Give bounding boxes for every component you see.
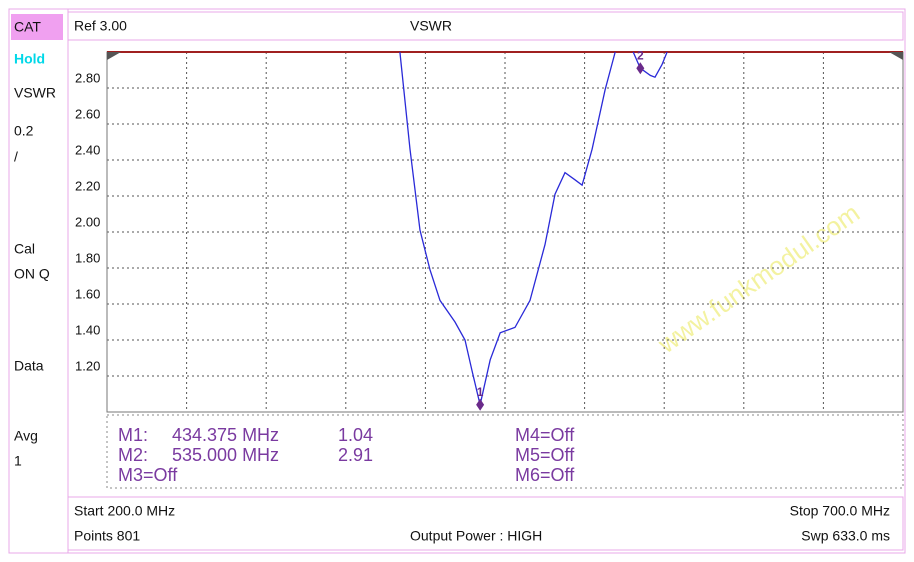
points: Points 801: [74, 528, 140, 544]
marker-name: 2: [637, 48, 644, 62]
marker-label: M3=Off: [118, 465, 178, 485]
sidebar-label: CAT: [14, 19, 41, 35]
sidebar-label: VSWR: [14, 85, 56, 101]
marker-table-box: [106, 414, 904, 489]
start-freq: Start 200.0 MHz: [74, 503, 175, 519]
marker-value: 2.91: [338, 445, 373, 465]
marker-value: 1.04: [338, 425, 373, 445]
output-power: Output Power : HIGH: [410, 528, 542, 544]
stop-freq: Stop 700.0 MHz: [790, 503, 890, 519]
sidebar-label: Hold: [14, 51, 45, 67]
cat-highlight: [11, 14, 63, 40]
y-tick-label: 2.40: [75, 142, 100, 157]
sidebar-label: Data: [14, 358, 44, 374]
marker-label: M2:: [118, 445, 148, 465]
sidebar-label: Avg: [14, 428, 38, 444]
marker-label: M5=Off: [515, 445, 575, 465]
y-tick-label: 2.80: [75, 70, 100, 85]
corner-mark: [889, 52, 903, 60]
marker-label: M4=Off: [515, 425, 575, 445]
y-tick-label: 2.00: [75, 214, 100, 229]
footer-box: [67, 496, 904, 551]
y-tick-label: 2.60: [75, 106, 100, 121]
marker: [476, 398, 485, 411]
corner-mark: [107, 52, 121, 60]
sidebar-label: ON Q: [14, 266, 50, 282]
sidebar-label: /: [14, 149, 18, 165]
outer-frame: [8, 8, 906, 554]
header-title: VSWR: [410, 18, 452, 34]
sidebar-label: 1: [14, 453, 22, 469]
marker-label: M6=Off: [515, 465, 575, 485]
sidebar-label: Cal: [14, 241, 35, 257]
marker-freq: 434.375 MHz: [172, 425, 279, 445]
y-tick-label: 1.80: [75, 250, 100, 265]
marker-label: M1:: [118, 425, 148, 445]
marker-freq: 535.000 MHz: [172, 445, 279, 465]
y-tick-label: 2.20: [75, 178, 100, 193]
ref-level: Ref 3.00: [74, 18, 127, 34]
y-tick-label: 1.40: [75, 322, 100, 337]
sidebar-label: 0.2: [14, 123, 34, 139]
marker: [636, 62, 645, 75]
y-tick-label: 1.20: [75, 358, 100, 373]
header-box: [67, 11, 904, 41]
sweep-time: Swp 633.0 ms: [801, 528, 890, 544]
y-tick-label: 1.60: [75, 286, 100, 301]
marker-name: 1: [477, 385, 484, 399]
